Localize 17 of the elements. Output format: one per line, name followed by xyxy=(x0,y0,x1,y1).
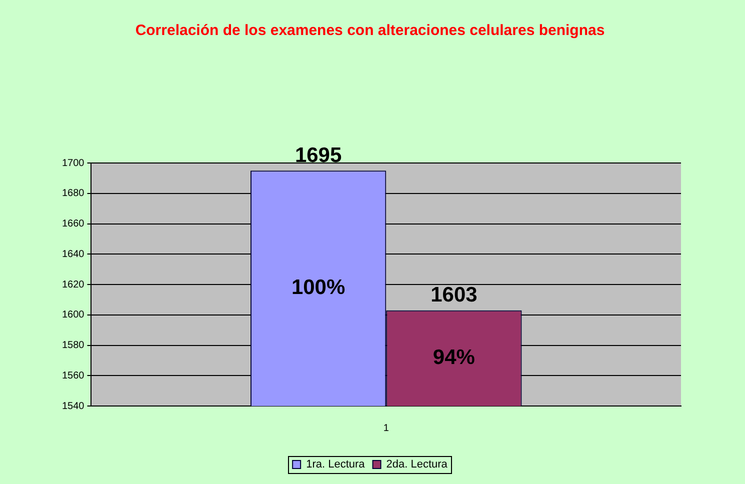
y-tick-label: 1540 xyxy=(62,400,85,412)
annotation: 94% xyxy=(432,346,476,369)
chart-title: Correlación de los examenes con alteraciones celulares benignas xyxy=(135,22,605,40)
y-tick-label: 1660 xyxy=(62,218,85,230)
legend-label: 2da. Lectura xyxy=(386,458,448,471)
y-tick-label: 1680 xyxy=(62,188,85,200)
data-label: 1603 xyxy=(430,284,478,307)
y-tick-label: 1620 xyxy=(62,279,85,290)
y-tick-label: 1580 xyxy=(62,340,85,351)
y-tick-label: 1560 xyxy=(62,370,85,382)
x-tick-label: 1 xyxy=(383,422,390,434)
y-tick-label: 1700 xyxy=(62,158,85,169)
annotation: 100% xyxy=(291,276,346,300)
legend-label: 1ra. Lectura xyxy=(306,458,366,471)
y-tick-label: 1640 xyxy=(62,248,85,260)
data-label: 1695 xyxy=(294,144,342,167)
y-tick-label: 1600 xyxy=(62,310,85,321)
